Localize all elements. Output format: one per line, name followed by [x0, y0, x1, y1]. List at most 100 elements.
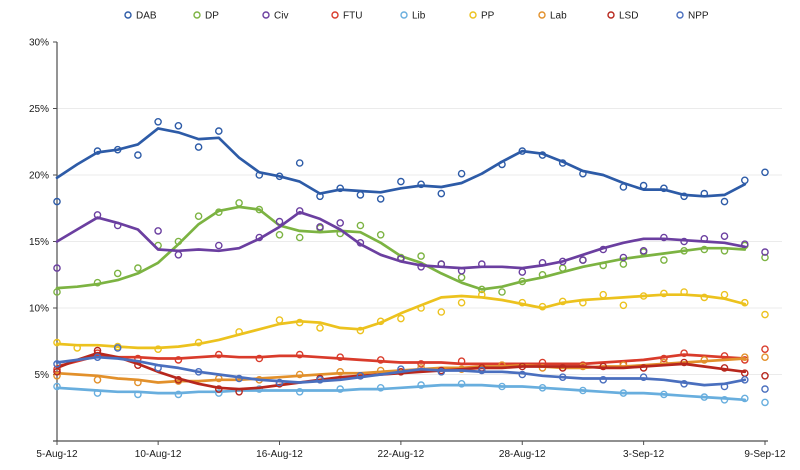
series-points-Civ	[53, 207, 769, 276]
poll-point-NPP	[53, 360, 61, 368]
legend-item-NPP: NPP	[676, 11, 709, 22]
poll-point-LSD	[599, 362, 608, 371]
poll-point-DP	[558, 264, 567, 272]
poll-point-DAB	[336, 184, 345, 193]
poll-point-LSD	[680, 358, 688, 367]
poll-point-Lab	[134, 378, 142, 387]
poll-point-DAB	[93, 147, 102, 155]
poll-point-Lib	[53, 382, 61, 391]
poll-point-Civ	[295, 207, 304, 215]
x-tick-label: 22-Aug-12	[378, 449, 425, 460]
poll-point-NPP	[154, 364, 162, 372]
x-tick-label: 28-Aug-12	[499, 449, 546, 460]
poll-point-DAB	[680, 192, 688, 201]
poll-point-DAB	[174, 122, 183, 130]
poll-point-PP	[720, 290, 729, 299]
poll-point-DAB	[316, 192, 324, 201]
poll-point-DP	[174, 237, 183, 246]
poll-point-DP	[619, 260, 628, 268]
poll-point-LSD	[761, 371, 769, 380]
series-points-PP	[53, 288, 769, 354]
poll-point-PP	[579, 298, 587, 307]
poll-point-Civ	[93, 211, 102, 219]
poll-point-DAB	[741, 176, 749, 185]
poll-point-DP	[134, 264, 142, 272]
poll-point-Lab	[700, 356, 709, 364]
legend-marker-icon-DAB	[124, 11, 132, 19]
poll-point-DP	[214, 208, 223, 216]
poll-point-DAB	[356, 191, 365, 199]
legend-label-Lib: Lib	[412, 11, 426, 22]
poll-point-LSD	[214, 385, 223, 393]
poll-point-Civ	[680, 237, 688, 246]
y-tick-label: 5%	[35, 370, 50, 381]
poll-point-DP	[295, 233, 304, 242]
poll-point-DP	[194, 212, 203, 220]
poll-point-Lib	[761, 398, 769, 407]
poll-point-NPP	[639, 373, 648, 382]
poll-point-Lib	[660, 390, 668, 399]
poll-point-NPP	[720, 382, 729, 391]
poll-point-Civ	[275, 217, 284, 226]
poll-point-Lib	[498, 382, 506, 391]
poll-point-Lib	[579, 386, 587, 395]
poll-point-DAB	[720, 197, 729, 206]
poll-point-PP	[73, 344, 81, 352]
poll-point-PP	[457, 298, 466, 307]
poll-point-Civ	[336, 219, 345, 227]
poll-point-DAB	[660, 184, 668, 193]
x-tick-label: 3-Sep-12	[623, 449, 665, 460]
legend-item-DAB: DAB	[124, 11, 157, 22]
poll-point-DAB	[53, 197, 61, 206]
poll-point-NPP	[518, 370, 527, 379]
series-points-Lib	[53, 379, 769, 407]
poll-point-DP	[275, 230, 284, 239]
poll-point-DP	[477, 285, 486, 294]
poll-point-DP	[680, 246, 688, 255]
poll-point-DP	[457, 273, 466, 282]
x-tick-label: 16-Aug-12	[256, 449, 303, 460]
x-axis-ticks: 5-Aug-12 10-Aug-12 16-Aug-12 22-Aug-12 28-Au…	[36, 441, 786, 460]
poll-point-LSD	[53, 367, 61, 376]
legend-marker-icon-NPP	[676, 11, 684, 19]
legend-item-LSD: LSD	[607, 11, 638, 22]
poll-point-PP	[558, 297, 567, 306]
poll-point-NPP	[275, 378, 284, 387]
poll-point-NPP	[558, 373, 567, 382]
series-DP	[53, 199, 769, 296]
poll-point-Civ	[700, 234, 709, 243]
poll-point-NPP	[316, 375, 324, 384]
poll-point-FTU	[295, 350, 304, 359]
series-line-FTU	[55, 353, 747, 368]
poll-point-DAB	[113, 145, 122, 154]
poll-point-PP	[761, 310, 769, 319]
poll-point-DAB	[518, 147, 527, 155]
poll-point-NPP	[235, 374, 243, 383]
poll-point-FTU	[680, 349, 688, 358]
poll-point-PP	[437, 308, 446, 316]
poll-point-DAB	[275, 172, 284, 181]
poll-point-DAB	[417, 180, 425, 189]
poll-point-FTU	[214, 350, 223, 359]
poll-point-DAB	[619, 183, 628, 191]
series-PP	[53, 288, 769, 354]
poll-point-NPP	[741, 375, 749, 384]
poll-point-DP	[700, 245, 709, 254]
poll-point-DAB	[761, 168, 769, 177]
poll-point-NPP	[93, 353, 102, 362]
poll-point-DAB	[154, 118, 162, 126]
poll-point-DP	[518, 277, 527, 286]
poll-point-DP	[93, 278, 102, 287]
poll-point-Civ	[214, 241, 223, 250]
legend-marker-icon-DP	[193, 11, 201, 19]
series-points-Lab	[53, 353, 769, 387]
legend-item-Lib: Lib	[400, 11, 426, 22]
poll-point-Civ	[356, 238, 365, 247]
legend-marker-icon-FTU	[331, 11, 339, 19]
legend-label-Civ: Civ	[274, 11, 288, 22]
poll-point-Lib	[457, 379, 466, 388]
poll-point-LSD	[639, 364, 648, 372]
poll-point-PP	[619, 301, 628, 310]
